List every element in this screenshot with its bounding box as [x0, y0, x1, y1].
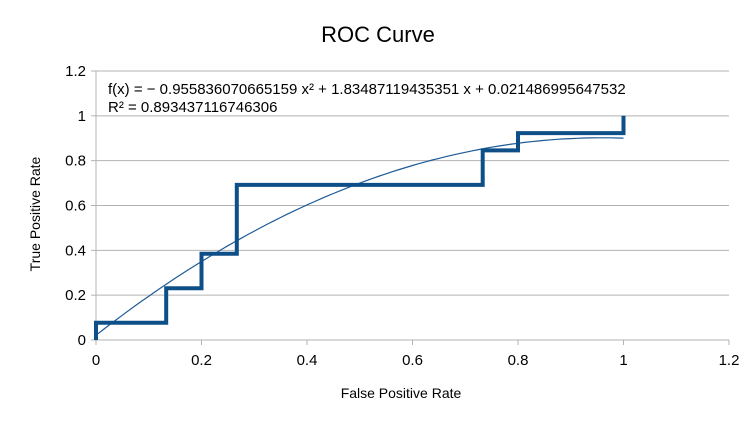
x-tick-label: 1: [619, 352, 627, 369]
trendline-equation: f(x) = − 0.955836070665159 x² + 1.834871…: [108, 81, 626, 98]
y-tick-label: 0.8: [65, 153, 86, 170]
x-axis-label: False Positive Rate: [341, 385, 462, 401]
x-tick-label: 0.6: [402, 352, 423, 369]
y-tick-labels: 0 0.2 0.4 0.6 0.8 1 1.2: [65, 63, 86, 349]
y-axis-label: True Positive Rate: [27, 156, 43, 271]
y-tick-label: 0.2: [65, 287, 86, 304]
y-tick-label: 0.4: [65, 242, 86, 259]
r-squared-label: R² = 0.893437116746306: [108, 99, 277, 116]
y-tick-label: 0: [78, 332, 86, 349]
x-tick-label: 0.8: [508, 352, 529, 369]
axes: [91, 70, 730, 345]
trendline-series: [95, 137, 624, 336]
gridlines: [96, 70, 729, 296]
x-tick-label: 0: [92, 352, 100, 369]
y-tick-label: 1: [78, 108, 86, 125]
x-tick-label: 1.2: [719, 352, 740, 369]
chart-title: ROC Curve: [321, 22, 435, 47]
roc-step-series: [94, 115, 626, 340]
x-tick-labels: 0 0.2 0.4 0.6 0.8 1 1.2: [92, 352, 740, 369]
x-tick-label: 0.4: [297, 352, 318, 369]
x-tick-label: 0.2: [191, 352, 212, 369]
y-tick-label: 0.6: [65, 198, 86, 215]
y-tick-label: 1.2: [65, 63, 86, 80]
